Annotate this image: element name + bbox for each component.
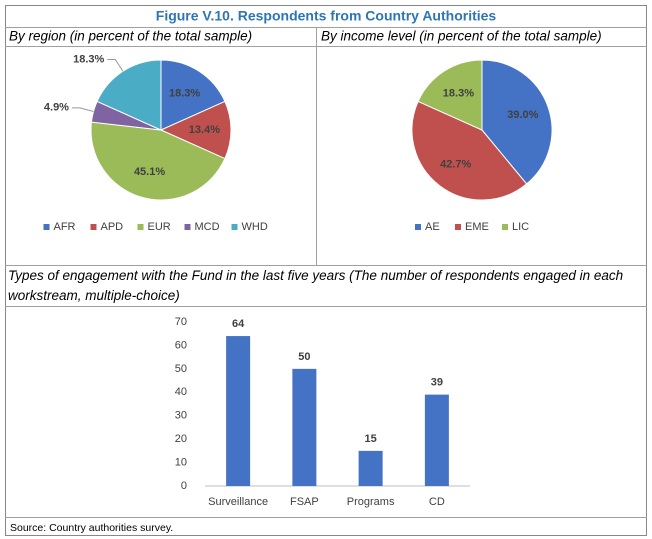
pie-slice — [160, 59, 226, 131]
y-tick-label: 10 — [175, 456, 187, 468]
data-label: 50 — [298, 351, 310, 363]
legend-label: EUR — [148, 221, 171, 233]
legend-swatch — [415, 224, 421, 230]
panel-title: By region (in percent of the total sampl… — [9, 29, 252, 44]
legend-label: AE — [425, 221, 440, 233]
y-tick-label: 0 — [181, 480, 187, 492]
panel-title: By income level (in percent of the total… — [321, 29, 602, 44]
bar — [292, 368, 317, 486]
data-label: 4.9% — [44, 102, 69, 114]
pie-slice — [90, 121, 226, 201]
legend-swatch — [90, 224, 97, 230]
data-label: 15 — [365, 433, 377, 445]
legend-swatch — [43, 224, 50, 230]
legend-swatch — [455, 224, 461, 230]
data-label: 45.1% — [134, 166, 165, 178]
legend-swatch — [502, 224, 508, 230]
y-tick-label: 50 — [175, 363, 187, 375]
legend-label: AFR — [54, 221, 76, 233]
data-label: 18.3% — [73, 53, 104, 65]
legend-label: MCD — [195, 221, 220, 233]
frame — [5, 5, 647, 536]
legend-label: LIC — [512, 221, 529, 233]
x-tick-label: CD — [429, 496, 445, 508]
legend-swatch — [184, 224, 191, 230]
data-label: 18.3% — [443, 87, 474, 99]
x-tick-label: Surveillance — [208, 496, 268, 508]
data-label: 13.4% — [189, 124, 220, 136]
bar — [358, 450, 383, 486]
pie-slice — [411, 100, 528, 201]
data-label: 64 — [232, 318, 245, 330]
y-tick-label: 40 — [175, 386, 187, 398]
panel-title-box: Types of engagement with the Fund in the… — [8, 268, 624, 303]
pie-slice — [481, 59, 553, 185]
y-tick-label: 70 — [175, 316, 187, 328]
data-label: 39.0% — [507, 109, 538, 121]
pie-slice — [417, 59, 483, 131]
y-tick-label: 60 — [175, 339, 187, 351]
leader-line — [107, 59, 124, 72]
figure-title: Figure V.10. Respondents from Country Au… — [156, 8, 497, 24]
legend-swatch — [137, 224, 144, 230]
panel-title: Types of engagement with the Fund in the… — [8, 268, 624, 303]
bar — [226, 336, 251, 486]
pie-slice — [159, 100, 232, 160]
x-tick-label: Programs — [347, 496, 395, 508]
legend-swatch — [231, 224, 238, 230]
bar — [424, 394, 449, 486]
legend-label: EME — [465, 221, 489, 233]
x-tick-label: FSAP — [290, 496, 319, 508]
y-tick-label: 30 — [175, 410, 187, 422]
legend-label: APD — [101, 221, 124, 233]
data-label: 39 — [431, 377, 443, 389]
source-note: Source: Country authorities survey. — [10, 522, 173, 534]
legend-label: WHD — [242, 221, 268, 233]
data-label: 18.3% — [169, 87, 200, 99]
y-tick-label: 20 — [175, 433, 187, 445]
leader-line — [71, 107, 94, 113]
data-label: 42.7% — [440, 158, 471, 170]
pie-slice — [96, 59, 162, 131]
